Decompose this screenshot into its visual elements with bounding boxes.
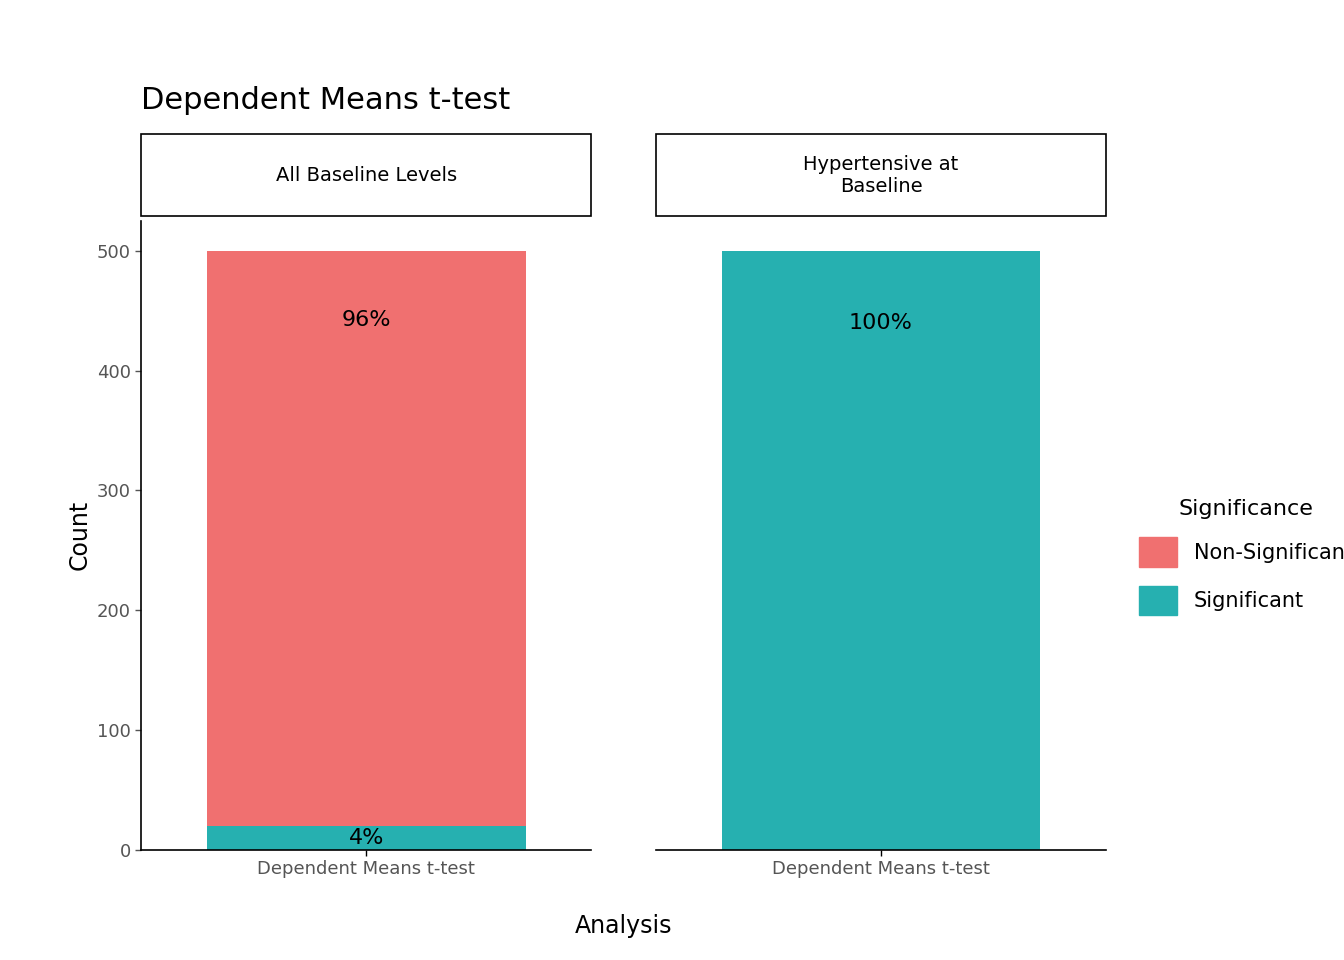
Text: Hypertensive at
Baseline: Hypertensive at Baseline xyxy=(804,155,958,196)
Text: Dependent Means t-test: Dependent Means t-test xyxy=(141,86,511,115)
Text: Analysis: Analysis xyxy=(575,914,672,939)
Bar xyxy=(207,826,526,850)
Bar xyxy=(722,251,1040,850)
Y-axis label: Count: Count xyxy=(67,500,91,570)
Text: All Baseline Levels: All Baseline Levels xyxy=(276,166,457,184)
Text: 100%: 100% xyxy=(849,313,913,332)
Text: 4%: 4% xyxy=(348,828,384,848)
Text: 96%: 96% xyxy=(341,310,391,329)
Bar xyxy=(207,251,526,826)
Legend: Non-Significant, Significant: Non-Significant, Significant xyxy=(1140,498,1344,615)
